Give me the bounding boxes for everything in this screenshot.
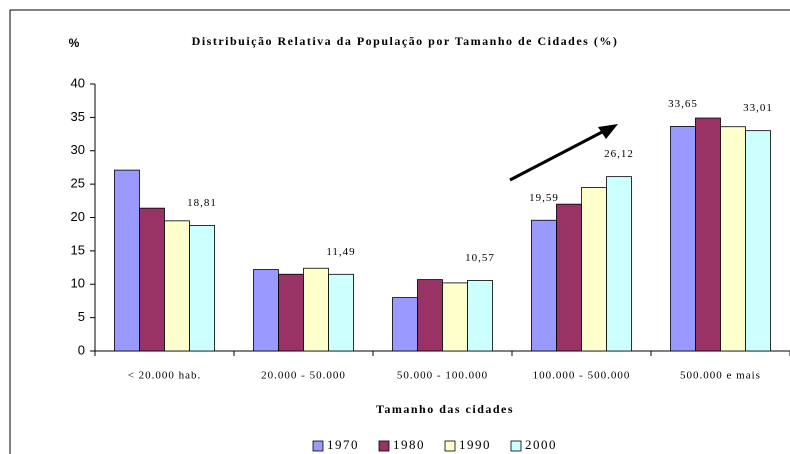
- bar: [392, 297, 418, 352]
- y-tick-label: 15: [71, 242, 85, 257]
- bar: [670, 125, 696, 352]
- legend-swatch: [312, 440, 324, 452]
- x-tick-label: 500.000 e mais: [680, 370, 761, 382]
- bar: [303, 267, 329, 352]
- data-label: 10,57: [465, 252, 495, 264]
- chart-title: Distribuição Relativa da População por T…: [192, 34, 619, 48]
- bar: [442, 282, 468, 352]
- data-label: 11,49: [326, 246, 355, 258]
- bar: [278, 273, 304, 352]
- bar: [556, 203, 582, 352]
- bar: [189, 225, 215, 352]
- data-label: 18,81: [187, 197, 217, 209]
- x-tick-label: < 20.000 hab.: [128, 370, 202, 382]
- data-label: 19,59: [529, 192, 559, 204]
- data-label: 33,01: [743, 102, 773, 114]
- bar: [417, 279, 443, 352]
- y-tick-label: 30: [71, 142, 85, 157]
- y-tick-label: 20: [71, 209, 85, 224]
- legend-swatch: [378, 440, 390, 452]
- bar: [531, 219, 557, 352]
- bar: [164, 220, 190, 352]
- data-label: 33,65: [668, 98, 698, 110]
- bar: [253, 269, 279, 352]
- bar: [139, 207, 165, 352]
- bar: [581, 187, 607, 352]
- x-tick-label: 100.000 - 500.000: [533, 370, 631, 382]
- y-tick-label: 10: [71, 276, 85, 291]
- y-tick-label: 5: [78, 309, 85, 324]
- legend-label: 1980: [393, 437, 425, 452]
- bar: [695, 117, 721, 352]
- bar: [114, 169, 140, 352]
- y-tick-label: 35: [71, 109, 85, 124]
- x-axis-label: Tamanho das cidades: [376, 402, 514, 416]
- y-tick-label: 40: [71, 75, 85, 90]
- trend-arrow: [509, 128, 607, 182]
- bar: [328, 273, 354, 352]
- y-tick-label: 0: [78, 342, 85, 357]
- bar: [720, 126, 746, 352]
- legend-swatch: [444, 440, 456, 452]
- bar: [606, 176, 632, 352]
- y-tick-label: 25: [71, 176, 85, 191]
- bar: [467, 280, 493, 352]
- x-tick-label: 50.000 - 100.000: [397, 370, 488, 382]
- legend-label: 2000: [525, 437, 557, 452]
- trend-arrowhead: [598, 124, 618, 139]
- bar: [745, 130, 771, 352]
- y-axis-label: %: [69, 36, 80, 50]
- data-label: 26,12: [604, 148, 634, 160]
- legend-label: 1970: [327, 437, 359, 452]
- legend-label: 1990: [459, 437, 491, 452]
- x-tick-label: 20.000 - 50.000: [261, 370, 346, 382]
- legend-swatch: [510, 440, 522, 452]
